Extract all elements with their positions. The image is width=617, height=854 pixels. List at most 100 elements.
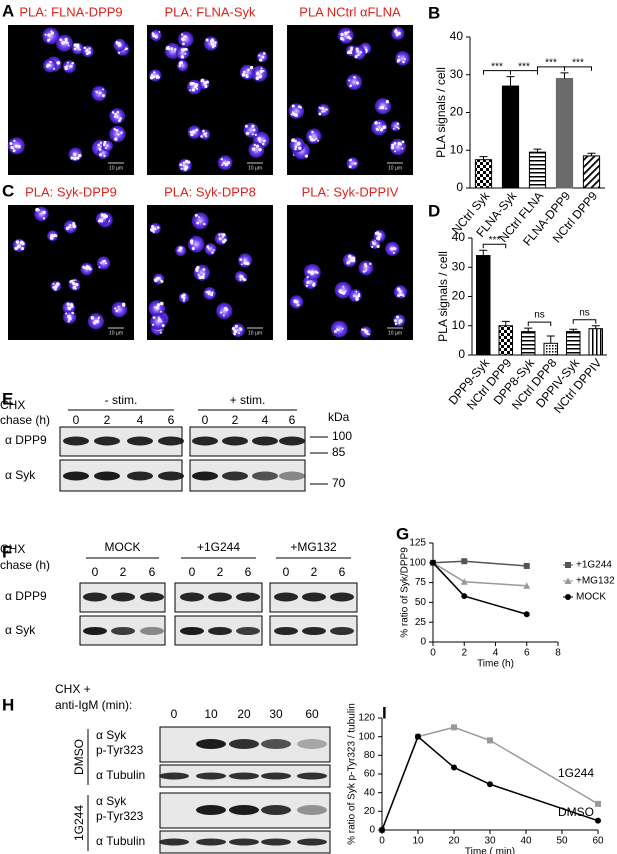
y-tick-label: 40	[452, 230, 466, 244]
pla-signal	[65, 312, 68, 315]
cell	[191, 212, 209, 230]
pla-signal	[151, 32, 155, 36]
marker	[565, 594, 571, 600]
y-axis-label: PLA signals / cell	[436, 251, 450, 342]
pla-signal	[157, 316, 160, 319]
pla-signal	[258, 147, 262, 152]
pla-signal	[78, 48, 81, 51]
error-bar	[533, 148, 542, 153]
pla-signal	[9, 141, 12, 144]
pla-signal	[181, 247, 184, 249]
band	[180, 627, 204, 635]
pla-signal	[355, 290, 358, 293]
marker	[379, 827, 385, 833]
pla-signal	[72, 223, 75, 227]
band	[208, 627, 232, 635]
x-tick-label: 2	[461, 648, 467, 659]
pla-signal	[149, 75, 154, 80]
band	[274, 627, 298, 635]
size-label: 70	[332, 476, 346, 490]
pla-signal	[247, 68, 250, 72]
antibody-label: α Tubulin	[96, 834, 145, 848]
pla-signal	[69, 223, 72, 226]
band	[192, 471, 218, 481]
pla-signal	[403, 58, 407, 61]
pla-signal	[170, 47, 174, 51]
panel-label: I	[382, 703, 387, 722]
pla-signal	[396, 60, 400, 63]
y-tick-label: 0	[458, 347, 465, 361]
pla-signal	[165, 46, 170, 50]
pla-signal	[355, 47, 359, 51]
pla-signal	[218, 233, 221, 236]
pla-signal	[189, 130, 193, 134]
y-tick-label: 50	[415, 597, 427, 608]
significance-label: ns	[579, 307, 590, 318]
pla-signal	[64, 65, 67, 69]
time-label: 0	[92, 565, 99, 579]
significance-label: ***	[491, 61, 503, 72]
pla-signal	[191, 88, 196, 92]
row-label: chase (h)	[0, 558, 50, 572]
band	[252, 436, 278, 446]
pla-signal	[15, 240, 20, 244]
pla-signal	[115, 42, 118, 45]
pla-signal	[396, 126, 399, 129]
pla-signal	[182, 35, 187, 39]
pla-signal	[397, 55, 400, 58]
pla-signal	[306, 276, 309, 279]
pla-signal	[400, 320, 403, 323]
pla-signal	[374, 231, 379, 236]
panel-label: H	[2, 695, 14, 714]
band	[279, 436, 305, 446]
pla-signal	[355, 81, 360, 85]
pla-signal	[255, 76, 260, 80]
marker	[564, 577, 572, 584]
pla-signal	[363, 328, 367, 332]
pla-signal	[105, 262, 108, 265]
scale-bar-label: 10 µm	[388, 330, 402, 336]
pla-signal	[226, 160, 231, 165]
band	[63, 471, 89, 481]
pla-signal	[291, 138, 296, 143]
pla-signal	[182, 161, 186, 165]
pla-signal	[119, 117, 122, 120]
pla-signal	[220, 157, 223, 161]
pla-signal	[152, 71, 156, 74]
pla-signal	[348, 79, 351, 82]
bar	[521, 331, 536, 356]
panel-label: C	[2, 181, 14, 200]
pla-signal	[98, 91, 102, 95]
time-label: 2	[311, 565, 318, 579]
pla-signal	[258, 74, 263, 79]
error-bar	[560, 72, 569, 79]
pla-signal	[397, 293, 401, 297]
pla-signal	[359, 51, 362, 54]
pla-signal	[103, 144, 106, 147]
pla-signal	[211, 251, 214, 254]
pla-signal	[240, 263, 243, 266]
band	[192, 436, 218, 446]
pla-signal	[245, 74, 249, 79]
pla-signal	[385, 100, 390, 104]
marker	[565, 562, 571, 568]
y-tick-label: 60	[364, 769, 376, 780]
pla-signal	[401, 140, 405, 144]
band	[330, 627, 354, 635]
band	[252, 471, 278, 481]
pla-signal	[254, 133, 257, 137]
pla-signal	[354, 55, 358, 59]
pla-signal	[113, 127, 116, 131]
row-label: CHX	[0, 398, 25, 412]
bar	[582, 155, 601, 189]
pla-signal	[205, 38, 209, 42]
pla-signal	[156, 303, 161, 307]
band	[297, 739, 327, 749]
pla-signal	[312, 138, 316, 142]
pla-signal	[70, 156, 74, 160]
panel-label: D	[428, 201, 440, 220]
pla-signal	[262, 69, 265, 72]
pla-signal	[86, 52, 89, 56]
marker	[523, 582, 531, 589]
pla-signal	[44, 33, 47, 36]
